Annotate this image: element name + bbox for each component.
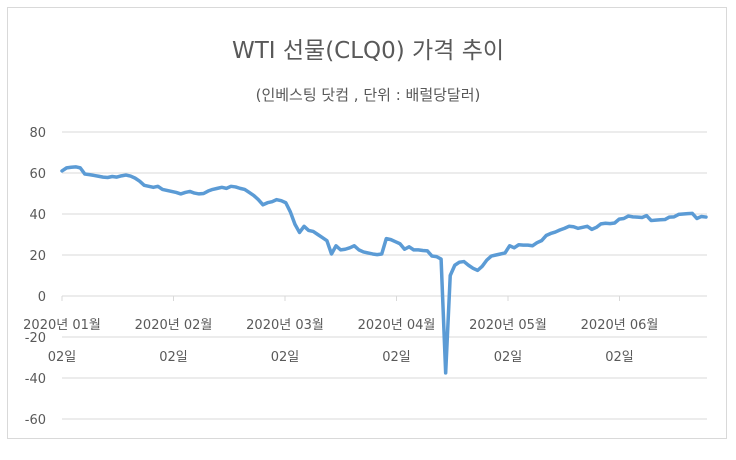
series-line bbox=[60, 165, 708, 375]
y-tick-label: -20 bbox=[25, 331, 46, 346]
y-tick-label: -60 bbox=[25, 413, 46, 428]
x-tick-label-day: 02일 bbox=[48, 350, 77, 365]
y-tick-label: 20 bbox=[29, 249, 46, 264]
x-tick-label-month: 2020년 01월 bbox=[23, 318, 101, 333]
x-tick-label-month: 2020년 05월 bbox=[469, 318, 547, 333]
series-layer bbox=[60, 165, 708, 375]
y-tick-label: 40 bbox=[29, 208, 46, 223]
x-tick-label-month: 2020년 04월 bbox=[358, 318, 436, 333]
chart-frame: WTI 선물(CLQ0) 가격 추이 (인베스팅 닷컴 , 단위 : 배럴당달러… bbox=[7, 7, 727, 439]
y-tick-label: -40 bbox=[25, 372, 46, 387]
x-tick-label-day: 02일 bbox=[494, 350, 523, 365]
x-tick-label-month: 2020년 02월 bbox=[135, 318, 213, 333]
x-tick-label-day: 02일 bbox=[605, 350, 634, 365]
line-chart: WTI 선물(CLQ0) 가격 추이 (인베스팅 닷컴 , 단위 : 배럴당달러… bbox=[23, 38, 708, 428]
x-tick-label-day: 02일 bbox=[159, 350, 188, 365]
x-axis-tick-labels: 2020년 01월 02일 2020년 02월 02일 2020년 03월 02일 2020… bbox=[23, 296, 658, 365]
y-axis-ticks: 80 60 40 20 0 -20 -40 -60 bbox=[25, 126, 46, 428]
x-tick-label-month: 2020년 06월 bbox=[581, 318, 659, 333]
y-tick-label: 0 bbox=[38, 290, 46, 305]
gridlines bbox=[62, 131, 707, 420]
y-tick-label: 60 bbox=[29, 167, 46, 182]
y-tick-label: 80 bbox=[29, 126, 46, 141]
x-tick-label-day: 02일 bbox=[382, 350, 411, 365]
x-tick-label-month: 2020년 03월 bbox=[246, 318, 324, 333]
x-tick-label-day: 02일 bbox=[271, 350, 300, 365]
chart-title: WTI 선물(CLQ0) 가격 추이 bbox=[232, 38, 504, 64]
chart-subtitle: (인베스팅 닷컴 , 단위 : 배럴당달러) bbox=[256, 86, 481, 104]
